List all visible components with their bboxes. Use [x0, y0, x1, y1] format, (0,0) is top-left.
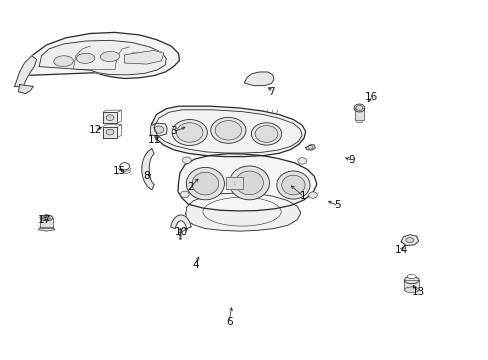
Polygon shape [102, 112, 117, 123]
Ellipse shape [251, 123, 281, 145]
Text: :: : [233, 181, 235, 186]
Ellipse shape [276, 171, 309, 199]
Polygon shape [39, 40, 166, 75]
Ellipse shape [255, 126, 277, 142]
Polygon shape [142, 149, 154, 190]
Ellipse shape [54, 56, 73, 67]
Ellipse shape [186, 167, 224, 200]
Polygon shape [170, 215, 191, 229]
Polygon shape [15, 56, 37, 86]
Ellipse shape [297, 158, 306, 164]
Ellipse shape [120, 163, 129, 170]
Text: 9: 9 [348, 155, 355, 165]
Ellipse shape [192, 172, 218, 195]
Polygon shape [404, 280, 418, 290]
Ellipse shape [281, 175, 305, 195]
Ellipse shape [40, 215, 53, 221]
Polygon shape [305, 145, 315, 150]
Ellipse shape [405, 238, 413, 243]
Text: 12: 12 [88, 125, 102, 135]
Polygon shape [151, 106, 305, 157]
Text: 6: 6 [226, 317, 233, 327]
Ellipse shape [76, 53, 95, 63]
Text: 16: 16 [364, 92, 378, 102]
Ellipse shape [235, 171, 263, 195]
Text: 2: 2 [187, 182, 194, 192]
Ellipse shape [106, 129, 114, 135]
Ellipse shape [127, 52, 146, 62]
Ellipse shape [176, 123, 203, 142]
Polygon shape [400, 235, 418, 246]
Text: 7: 7 [267, 87, 274, 97]
Text: 17: 17 [37, 215, 51, 225]
Text: 13: 13 [410, 287, 424, 297]
Text: 8: 8 [143, 171, 150, 181]
Ellipse shape [308, 192, 317, 198]
Text: 1: 1 [299, 191, 306, 201]
Polygon shape [19, 85, 33, 94]
Ellipse shape [172, 120, 207, 145]
Ellipse shape [404, 276, 418, 284]
Text: 10: 10 [174, 227, 187, 237]
Polygon shape [22, 32, 179, 78]
Polygon shape [178, 154, 316, 211]
Polygon shape [124, 50, 163, 64]
Ellipse shape [210, 117, 245, 143]
Ellipse shape [229, 166, 269, 200]
Ellipse shape [407, 274, 415, 279]
Text: 5: 5 [333, 200, 340, 210]
Text: 15: 15 [113, 166, 126, 176]
Ellipse shape [180, 191, 189, 198]
Ellipse shape [154, 126, 163, 133]
Polygon shape [354, 108, 363, 120]
Ellipse shape [307, 145, 312, 149]
Ellipse shape [353, 104, 364, 112]
Polygon shape [226, 177, 243, 189]
Ellipse shape [42, 216, 50, 220]
Polygon shape [185, 193, 300, 231]
Text: 11: 11 [147, 135, 161, 145]
Polygon shape [102, 127, 117, 138]
Ellipse shape [215, 121, 241, 140]
Ellipse shape [182, 157, 191, 163]
Text: 14: 14 [393, 245, 407, 255]
Polygon shape [40, 218, 53, 228]
Polygon shape [244, 72, 273, 86]
Ellipse shape [106, 115, 114, 121]
Ellipse shape [100, 51, 120, 62]
Ellipse shape [404, 287, 418, 293]
Ellipse shape [355, 105, 362, 111]
Text: 4: 4 [192, 260, 199, 270]
Text: 3: 3 [170, 126, 177, 136]
Polygon shape [150, 123, 167, 136]
Polygon shape [38, 228, 55, 231]
